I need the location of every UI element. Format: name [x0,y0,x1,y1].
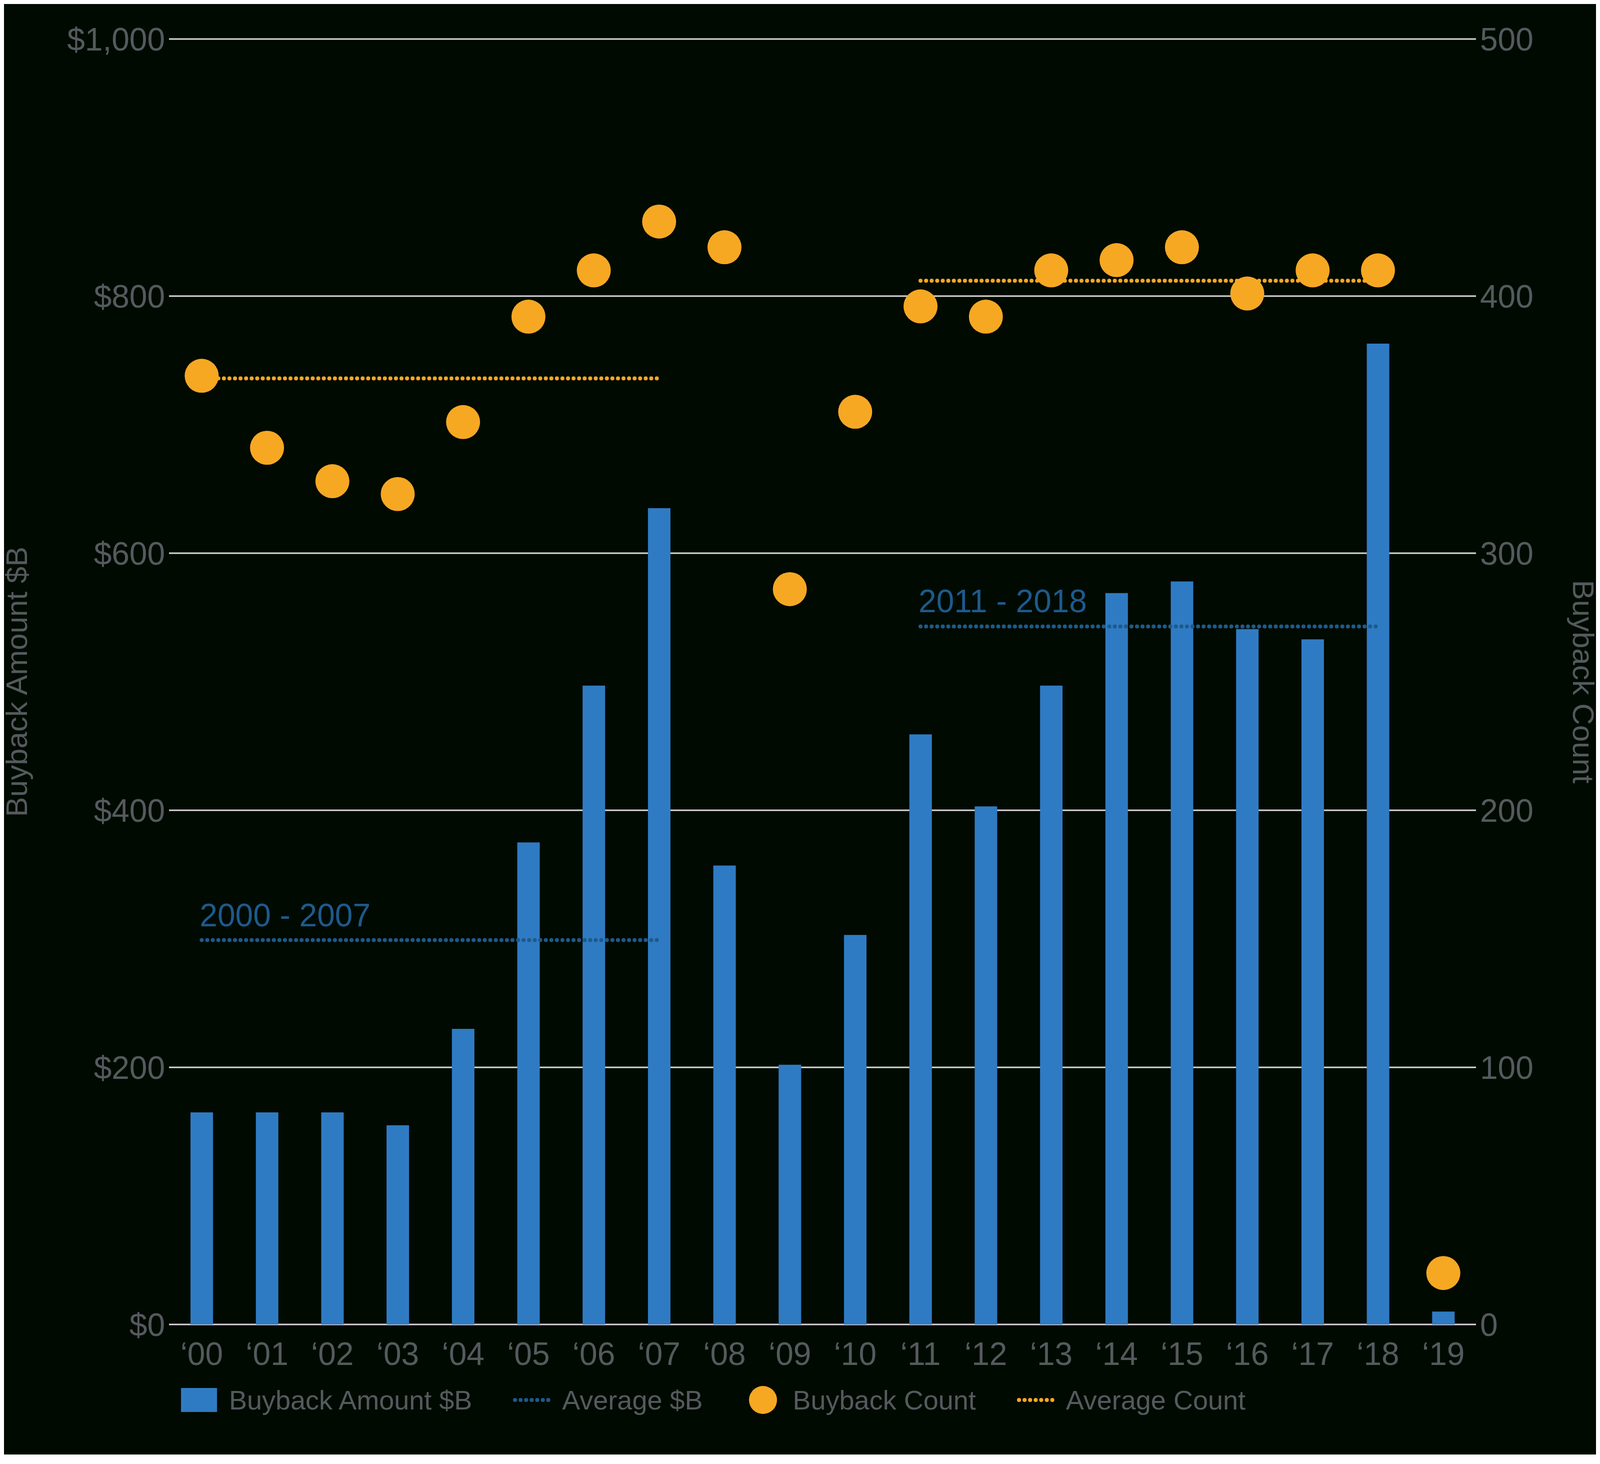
svg-text:‘16: ‘16 [1226,1335,1269,1372]
svg-text:2011 - 2018: 2011 - 2018 [918,583,1087,619]
svg-text:‘13: ‘13 [1030,1335,1073,1372]
svg-text:‘06: ‘06 [572,1335,615,1372]
svg-text:‘02: ‘02 [311,1335,354,1372]
svg-text:300: 300 [1480,535,1534,572]
html-text:Average Count: Average Count [1065,1384,1246,1415]
svg-text:$800: $800 [94,278,165,315]
svg-text:‘08: ‘08 [703,1335,746,1372]
svg-text:$400: $400 [94,792,165,829]
svg-text:‘17: ‘17 [1291,1335,1334,1372]
svg-text:‘07: ‘07 [638,1335,681,1372]
svg-text:‘12: ‘12 [964,1335,1007,1372]
svg-text:200: 200 [1480,792,1534,829]
svg-text:‘10: ‘10 [834,1335,877,1372]
svg-text:0: 0 [1480,1306,1498,1343]
html-text:Average $B: Average $B [562,1384,703,1415]
svg-text:500: 500 [1480,21,1534,58]
svg-text:2000 - 2007: 2000 - 2007 [199,897,371,933]
svg-text:‘03: ‘03 [376,1335,419,1372]
svg-text:$0: $0 [129,1306,165,1343]
svg-text:100: 100 [1480,1049,1534,1086]
svg-text:‘05: ‘05 [507,1335,550,1372]
svg-text:$600: $600 [94,535,165,572]
svg-text:‘04: ‘04 [441,1335,484,1372]
svg-text:400: 400 [1480,278,1534,315]
svg-text:‘11: ‘11 [900,1335,941,1372]
html-text:Buyback Amount $B: Buyback Amount $B [229,1384,473,1415]
svg-text:‘18: ‘18 [1356,1335,1399,1372]
svg-text:$200: $200 [94,1049,165,1086]
svg-text:‘09: ‘09 [768,1335,811,1372]
svg-text:‘00: ‘00 [180,1335,223,1372]
svg-text:$1,000: $1,000 [67,21,165,58]
svg-text:‘19: ‘19 [1422,1335,1465,1372]
html-text:Buyback Count: Buyback Count [792,1384,976,1415]
svg-text:‘14: ‘14 [1095,1335,1138,1372]
svg-text:‘15: ‘15 [1160,1335,1203,1372]
svg-text:Buyback Amount $B: Buyback Amount $B [4,546,34,817]
svg-text:Buyback Count: Buyback Count [1566,580,1596,784]
svg-text:‘01: ‘01 [245,1335,288,1372]
